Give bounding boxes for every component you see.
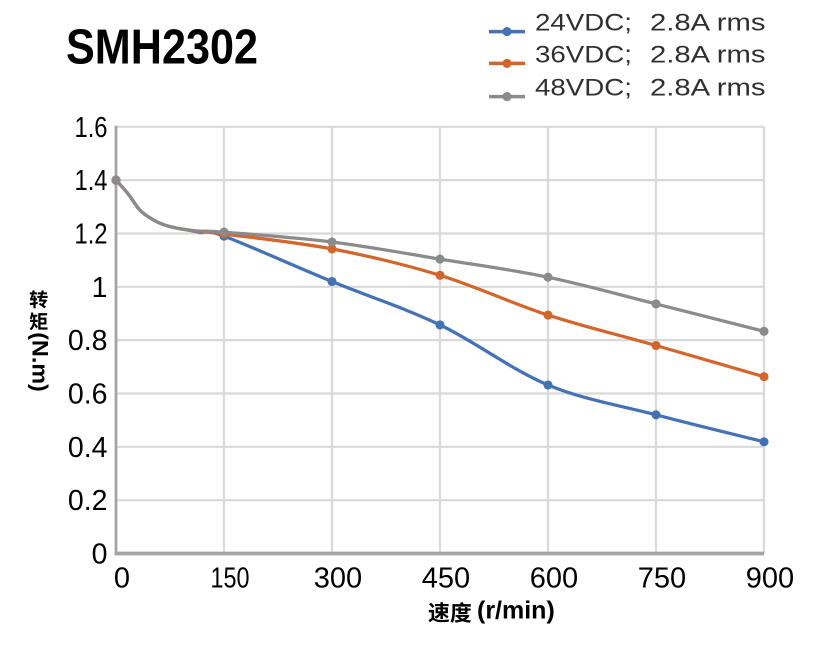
svg-text:(N.m): (N.m) (28, 332, 53, 392)
svg-text:SMH2302: SMH2302 (66, 20, 258, 75)
svg-text:24VDC;: 24VDC; (535, 10, 632, 37)
svg-text:1.2: 1.2 (75, 219, 108, 251)
svg-text:0.6: 0.6 (68, 379, 108, 411)
svg-text:150: 150 (211, 563, 250, 595)
svg-text:450: 450 (422, 563, 470, 595)
svg-text:1: 1 (92, 272, 108, 304)
svg-text:1.6: 1.6 (75, 112, 108, 144)
svg-text:36VDC;: 36VDC; (535, 42, 632, 69)
svg-text:0: 0 (114, 563, 130, 595)
svg-text:0.4: 0.4 (68, 432, 108, 464)
svg-text:2.8A rms: 2.8A rms (650, 42, 766, 69)
svg-text:48VDC;: 48VDC; (535, 75, 632, 102)
svg-text:300: 300 (314, 563, 362, 595)
svg-text:750: 750 (638, 563, 686, 595)
svg-text:1.4: 1.4 (75, 165, 108, 197)
svg-text:0.8: 0.8 (68, 325, 108, 357)
svg-text:2.8A rms: 2.8A rms (650, 10, 766, 37)
svg-text:0.2: 0.2 (68, 485, 108, 517)
svg-text:0: 0 (92, 539, 108, 571)
svg-text:600: 600 (530, 563, 578, 595)
svg-text:2.8A rms: 2.8A rms (650, 75, 766, 102)
svg-text:(r/min): (r/min) (477, 597, 555, 625)
svg-text:900: 900 (746, 563, 794, 595)
